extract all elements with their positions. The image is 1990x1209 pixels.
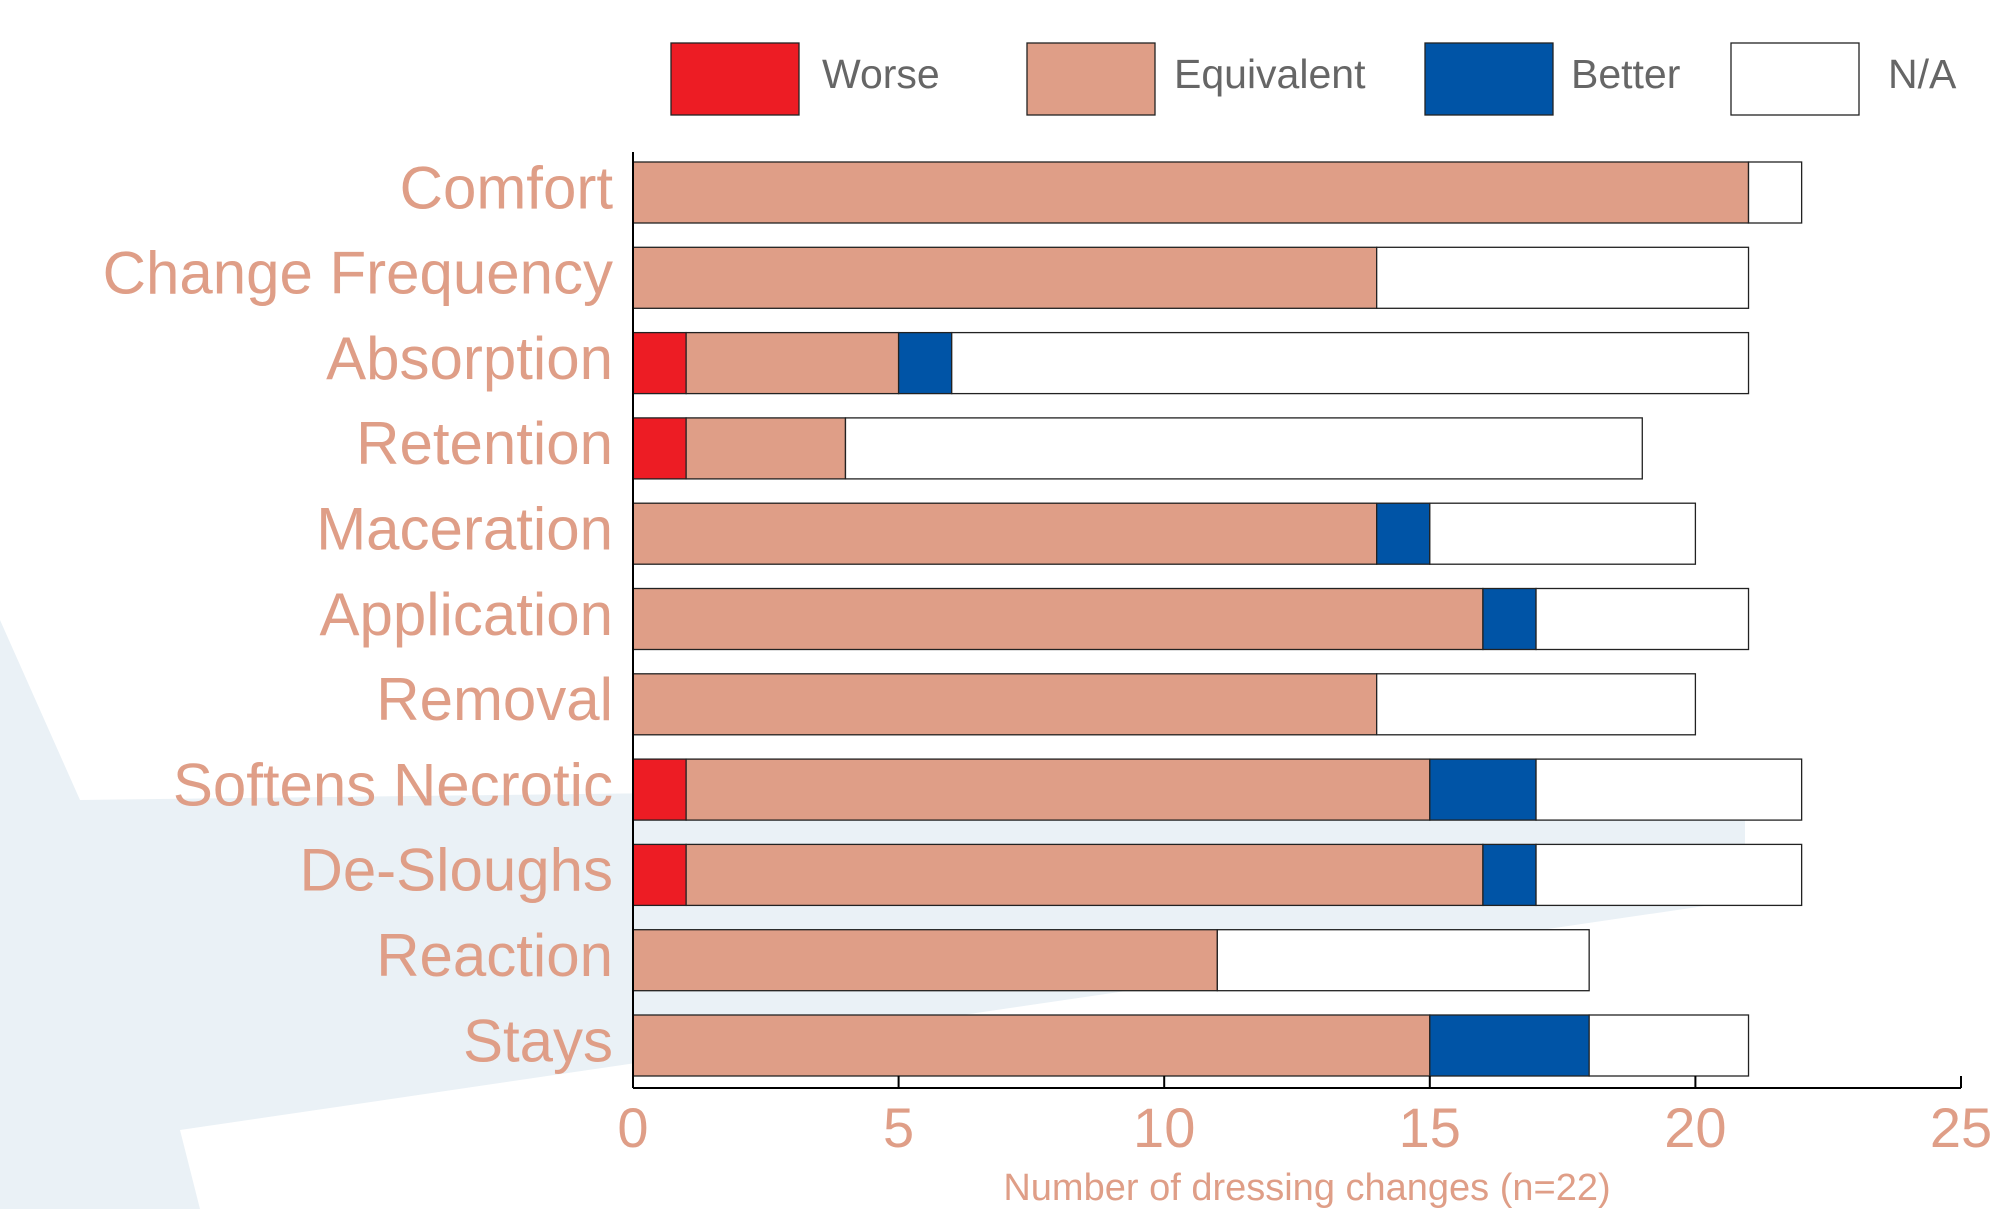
x-axis-label: Number of dressing changes (n=22) [1003, 1167, 1610, 1209]
bar-segment [1429, 758, 1537, 821]
bar-segment [685, 758, 1431, 821]
bar-segment [685, 331, 900, 395]
bar-segment [632, 417, 687, 480]
x-tick-label: 0 [617, 1096, 648, 1159]
legend-swatch [1026, 42, 1156, 116]
bar-segment [632, 673, 1378, 736]
category-label: Reaction [376, 922, 613, 989]
bar-segment [1535, 587, 1750, 651]
bar-segment [897, 331, 953, 395]
bar-segment [685, 843, 1484, 907]
category-label: Softens Necrotic [173, 751, 613, 818]
bar-segment [632, 161, 1750, 224]
x-tick-label: 10 [1133, 1096, 1195, 1159]
category-label: Absorption [326, 325, 613, 392]
legend-swatch [1424, 42, 1554, 116]
bar-segment [1376, 673, 1697, 736]
category-label: De-Sloughs [299, 837, 613, 904]
bar-segment [632, 502, 1378, 565]
bar-segment [1376, 246, 1750, 309]
bar-segment [685, 417, 847, 480]
bar-segment [632, 929, 1218, 992]
legend-label: Better [1571, 51, 1680, 97]
category-label: Maceration [316, 496, 613, 563]
bar-segment [632, 331, 687, 395]
legend-label: Worse [822, 51, 940, 97]
bar-segment [1482, 587, 1537, 651]
x-tick-label: 5 [883, 1096, 914, 1159]
bar-segment [632, 1014, 1431, 1077]
bar-segment [1429, 1014, 1590, 1077]
bar-segment [632, 246, 1378, 309]
legend-label: Equivalent [1174, 51, 1366, 97]
category-label: Change Frequency [103, 240, 613, 307]
category-label: Application [319, 581, 613, 648]
x-tick-label: 15 [1399, 1096, 1461, 1159]
bar-segment [1588, 1014, 1750, 1077]
legend-swatch [670, 42, 800, 116]
bar-segment [844, 417, 1643, 480]
background-shape [0, 620, 1745, 1209]
x-tick-label: 20 [1664, 1096, 1726, 1159]
bar-segment [1376, 502, 1431, 565]
category-label: Comfort [400, 154, 614, 221]
x-tick-label: 25 [1930, 1096, 1990, 1159]
category-label: Stays [463, 1007, 613, 1074]
bar-segment [1535, 843, 1803, 907]
category-label: Removal [376, 666, 613, 733]
category-label: Retention [356, 410, 613, 477]
legend-swatch [1730, 42, 1860, 116]
bar-segment [1482, 843, 1537, 907]
background-shape [0, 930, 400, 1020]
bar-segment [1747, 161, 1803, 224]
bar-segment [951, 331, 1750, 395]
bar-segment [1535, 758, 1803, 821]
legend-label: N/A [1888, 51, 1957, 97]
bar-segment [632, 758, 687, 821]
bar-segment [632, 843, 687, 907]
bar-segment [1216, 929, 1590, 992]
bar-segment [1429, 502, 1697, 565]
bar-segment [632, 587, 1484, 651]
